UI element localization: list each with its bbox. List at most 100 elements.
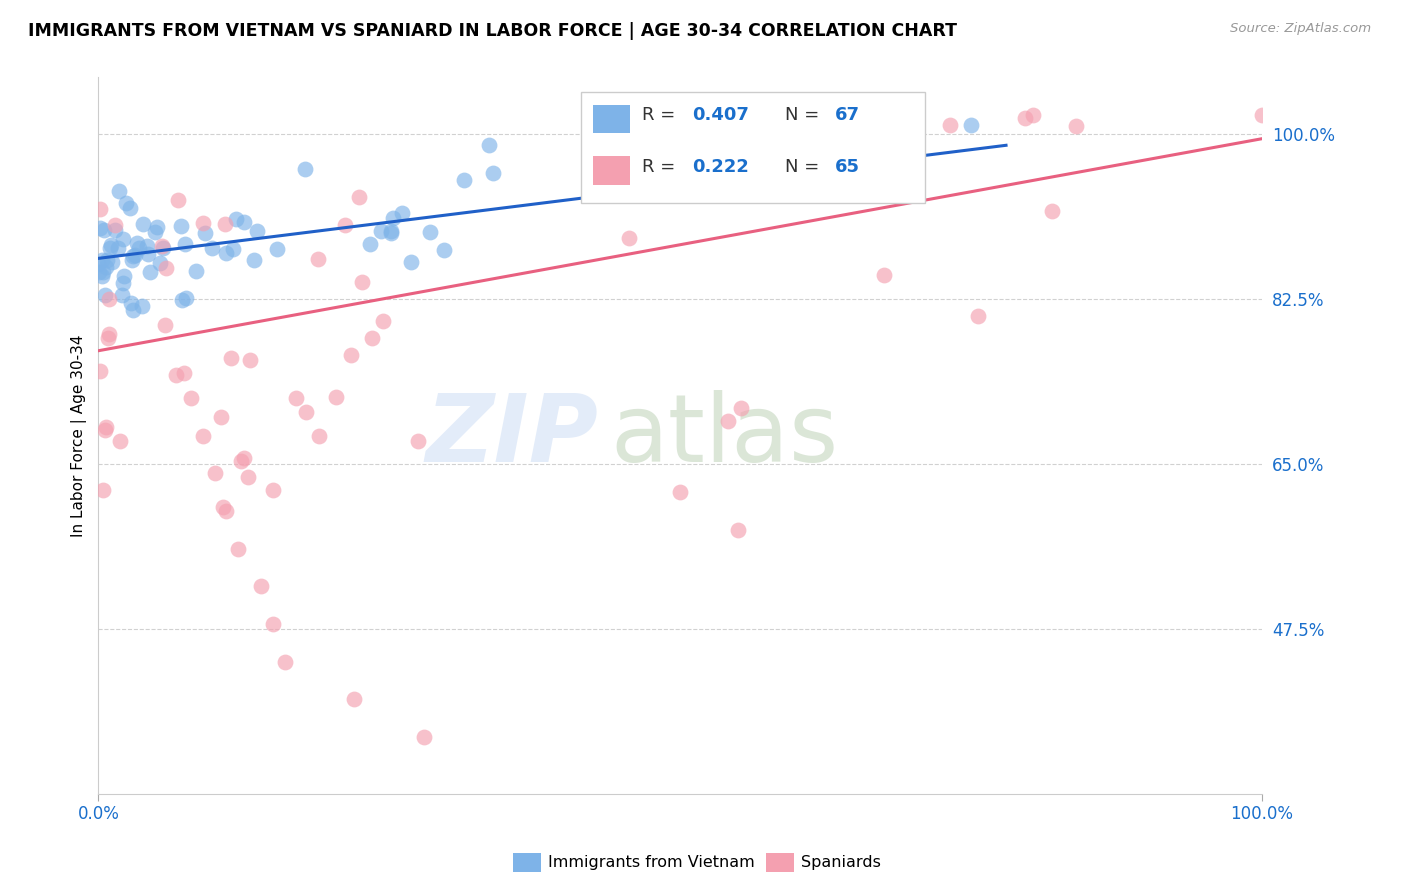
Point (89, 364, 111, 378)
Point (112, 276, 135, 290)
Point (636, 169, 658, 184)
Point (87, 258, 110, 272)
Point (624, 175, 647, 189)
Point (94, 423, 117, 437)
Point (215, 504, 238, 518)
Point (1014, 111, 1036, 125)
Point (347, 190, 370, 204)
Point (236, 470, 259, 484)
Point (717, 414, 740, 428)
Text: R =: R = (641, 106, 681, 124)
Point (406, 434, 429, 448)
Point (360, 331, 382, 345)
Point (1040, 204, 1063, 219)
Point (153, 318, 176, 332)
Point (380, 227, 402, 241)
Point (295, 405, 318, 419)
Point (174, 237, 197, 252)
Point (233, 450, 256, 465)
Point (266, 242, 288, 256)
Point (155, 260, 177, 275)
Point (135, 239, 157, 253)
Point (478, 137, 501, 152)
Point (184, 263, 207, 277)
Bar (581, 92, 925, 202)
Point (1251, 108, 1274, 122)
Point (262, 617, 284, 632)
Text: N =: N = (785, 158, 825, 176)
Point (1064, 119, 1087, 133)
Point (960, 118, 983, 132)
Point (872, 268, 894, 282)
Point (201, 241, 224, 255)
Point (89, 202, 111, 216)
Point (214, 218, 236, 232)
Point (243, 252, 266, 267)
Point (481, 166, 503, 180)
Point (222, 243, 245, 257)
Point (219, 351, 242, 365)
Point (180, 391, 202, 405)
Point (262, 483, 284, 497)
Point (307, 252, 329, 266)
Point (112, 269, 135, 284)
Point (127, 236, 149, 251)
Point (413, 730, 436, 744)
Point (226, 541, 249, 556)
Y-axis label: In Labor Force | Age 30-34: In Labor Force | Age 30-34 (72, 334, 87, 537)
Point (380, 224, 402, 238)
Point (325, 390, 347, 404)
Point (391, 206, 413, 220)
Text: Source: ZipAtlas.com: Source: ZipAtlas.com (1230, 22, 1371, 36)
Point (232, 214, 254, 228)
Text: R =: R = (641, 158, 681, 176)
Point (294, 162, 316, 177)
Bar (593, 156, 630, 185)
Point (273, 655, 295, 669)
Point (891, 108, 914, 122)
Point (191, 216, 214, 230)
Text: 0.222: 0.222 (692, 158, 749, 176)
Point (209, 409, 232, 424)
Bar (593, 104, 630, 133)
Point (90, 253, 112, 268)
Point (104, 218, 127, 232)
Point (87, 264, 110, 278)
Point (132, 217, 155, 231)
Point (89, 221, 111, 235)
Point (359, 237, 381, 252)
Point (94, 260, 117, 274)
Point (371, 313, 394, 327)
Point (91, 483, 114, 497)
Point (100, 242, 122, 256)
Text: atlas: atlas (610, 390, 838, 482)
Point (97, 292, 120, 306)
Point (114, 195, 136, 210)
Text: Spaniards: Spaniards (801, 855, 882, 870)
Point (167, 193, 190, 207)
Text: 67: 67 (835, 106, 860, 124)
Point (204, 467, 226, 481)
Point (340, 348, 363, 362)
Point (170, 293, 193, 307)
Point (727, 523, 749, 537)
Point (120, 202, 142, 216)
Point (131, 299, 153, 313)
Point (90, 269, 112, 284)
Point (419, 225, 441, 239)
Point (120, 296, 142, 310)
Point (453, 173, 475, 187)
Point (107, 241, 129, 255)
Point (191, 428, 214, 442)
Point (112, 232, 135, 246)
Point (173, 367, 195, 381)
Point (91, 265, 114, 279)
Point (146, 219, 169, 234)
Point (149, 256, 172, 270)
Point (104, 223, 127, 237)
Point (343, 692, 366, 706)
Text: 0.407: 0.407 (692, 106, 749, 124)
Point (124, 248, 146, 262)
Point (97, 331, 120, 345)
Text: Immigrants from Vietnam: Immigrants from Vietnam (548, 855, 755, 870)
